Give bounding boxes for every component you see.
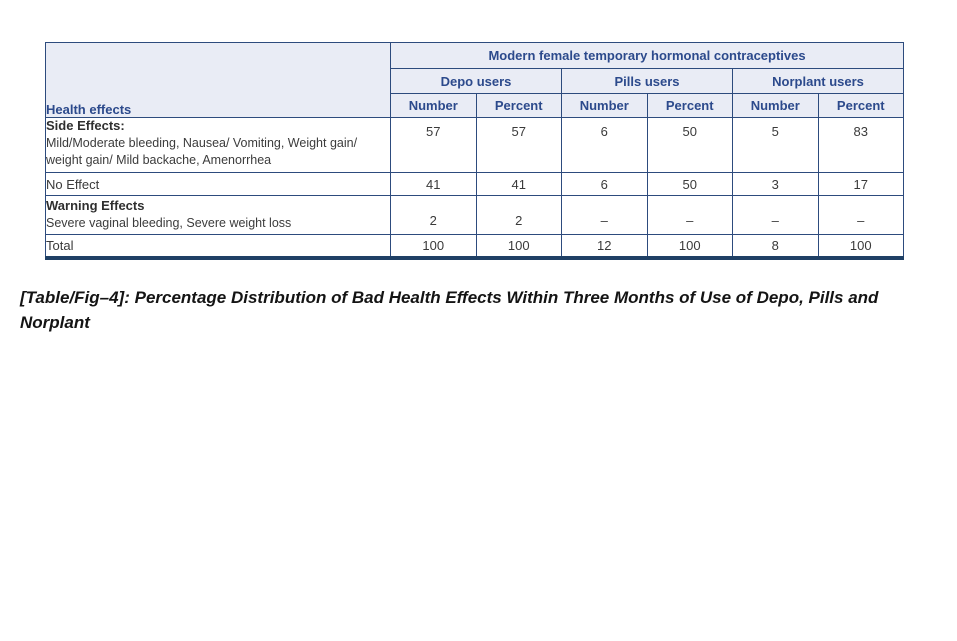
cell-value: 17 (817, 172, 905, 196)
cell-value: 57 (475, 117, 562, 173)
cell-value: 2 (475, 195, 562, 235)
cell-value: 8 (732, 233, 819, 259)
cell-value: – (646, 195, 733, 235)
header-health-effects: Health effects (45, 42, 391, 118)
header-pills-number: Number (561, 93, 648, 118)
cell-value: 83 (817, 117, 905, 173)
row-subtitle: Mild/Moderate bleeding, Nausea/ Vomiting… (46, 135, 358, 167)
table-row-warning-effects: Warning Effects Severe vaginal bleeding,… (45, 195, 905, 235)
row-label-side-effects: Side Effects: Mild/Moderate bleeding, Na… (45, 117, 391, 173)
cell-value: 100 (646, 233, 733, 259)
header-pills-users: Pills users (561, 68, 733, 94)
contraceptives-health-effects-table: Health effects Modern female temporary h… (45, 42, 905, 261)
cell-value: 5 (732, 117, 819, 173)
cell-value: 41 (390, 172, 477, 196)
cell-value: 6 (561, 117, 648, 173)
cell-value: 50 (646, 117, 733, 173)
table-row-side-effects: Side Effects: Mild/Moderate bleeding, Na… (45, 117, 905, 173)
row-label-warning-effects: Warning Effects Severe vaginal bleeding,… (45, 195, 391, 235)
row-title: No Effect (46, 176, 100, 192)
cell-value: 12 (561, 233, 648, 259)
cell-value: 41 (475, 172, 562, 196)
cell-value: – (561, 195, 648, 235)
cell-value: 2 (390, 195, 477, 235)
row-subtitle: Severe vaginal bleeding, Severe weight l… (46, 215, 292, 230)
cell-value: – (732, 195, 819, 235)
row-label-total: Total (45, 233, 391, 259)
cell-value: 6 (561, 172, 648, 196)
row-title: Side Effects: (46, 118, 125, 134)
cell-value: 50 (646, 172, 733, 196)
row-label-no-effect: No Effect (45, 172, 391, 196)
header-norplant-users: Norplant users (731, 68, 905, 94)
header-depo-percent: Percent (475, 93, 562, 118)
header-depo-number: Number (390, 93, 477, 118)
header-pills-percent: Percent (646, 93, 733, 118)
cell-value: 57 (390, 117, 477, 173)
cell-value: 100 (817, 233, 905, 259)
table-caption: [Table/Fig–4]: Percentage Distribution o… (20, 288, 879, 332)
cell-value: 100 (475, 233, 562, 259)
header-norplant-number: Number (732, 93, 819, 118)
table-row-total: Total 100 100 12 100 8 100 (45, 233, 905, 259)
cell-value: – (817, 195, 905, 235)
row-title: Total (46, 238, 74, 254)
cell-value: 3 (732, 172, 819, 196)
row-title: Warning Effects (46, 198, 145, 213)
header-norplant-percent: Percent (817, 93, 905, 118)
header-group-title: Modern female temporary hormonal contrac… (389, 42, 905, 69)
table-row-no-effect: No Effect 41 41 6 50 3 17 (45, 172, 905, 196)
cell-value: 100 (390, 233, 477, 259)
header-depo-users: Depo users (390, 68, 562, 94)
